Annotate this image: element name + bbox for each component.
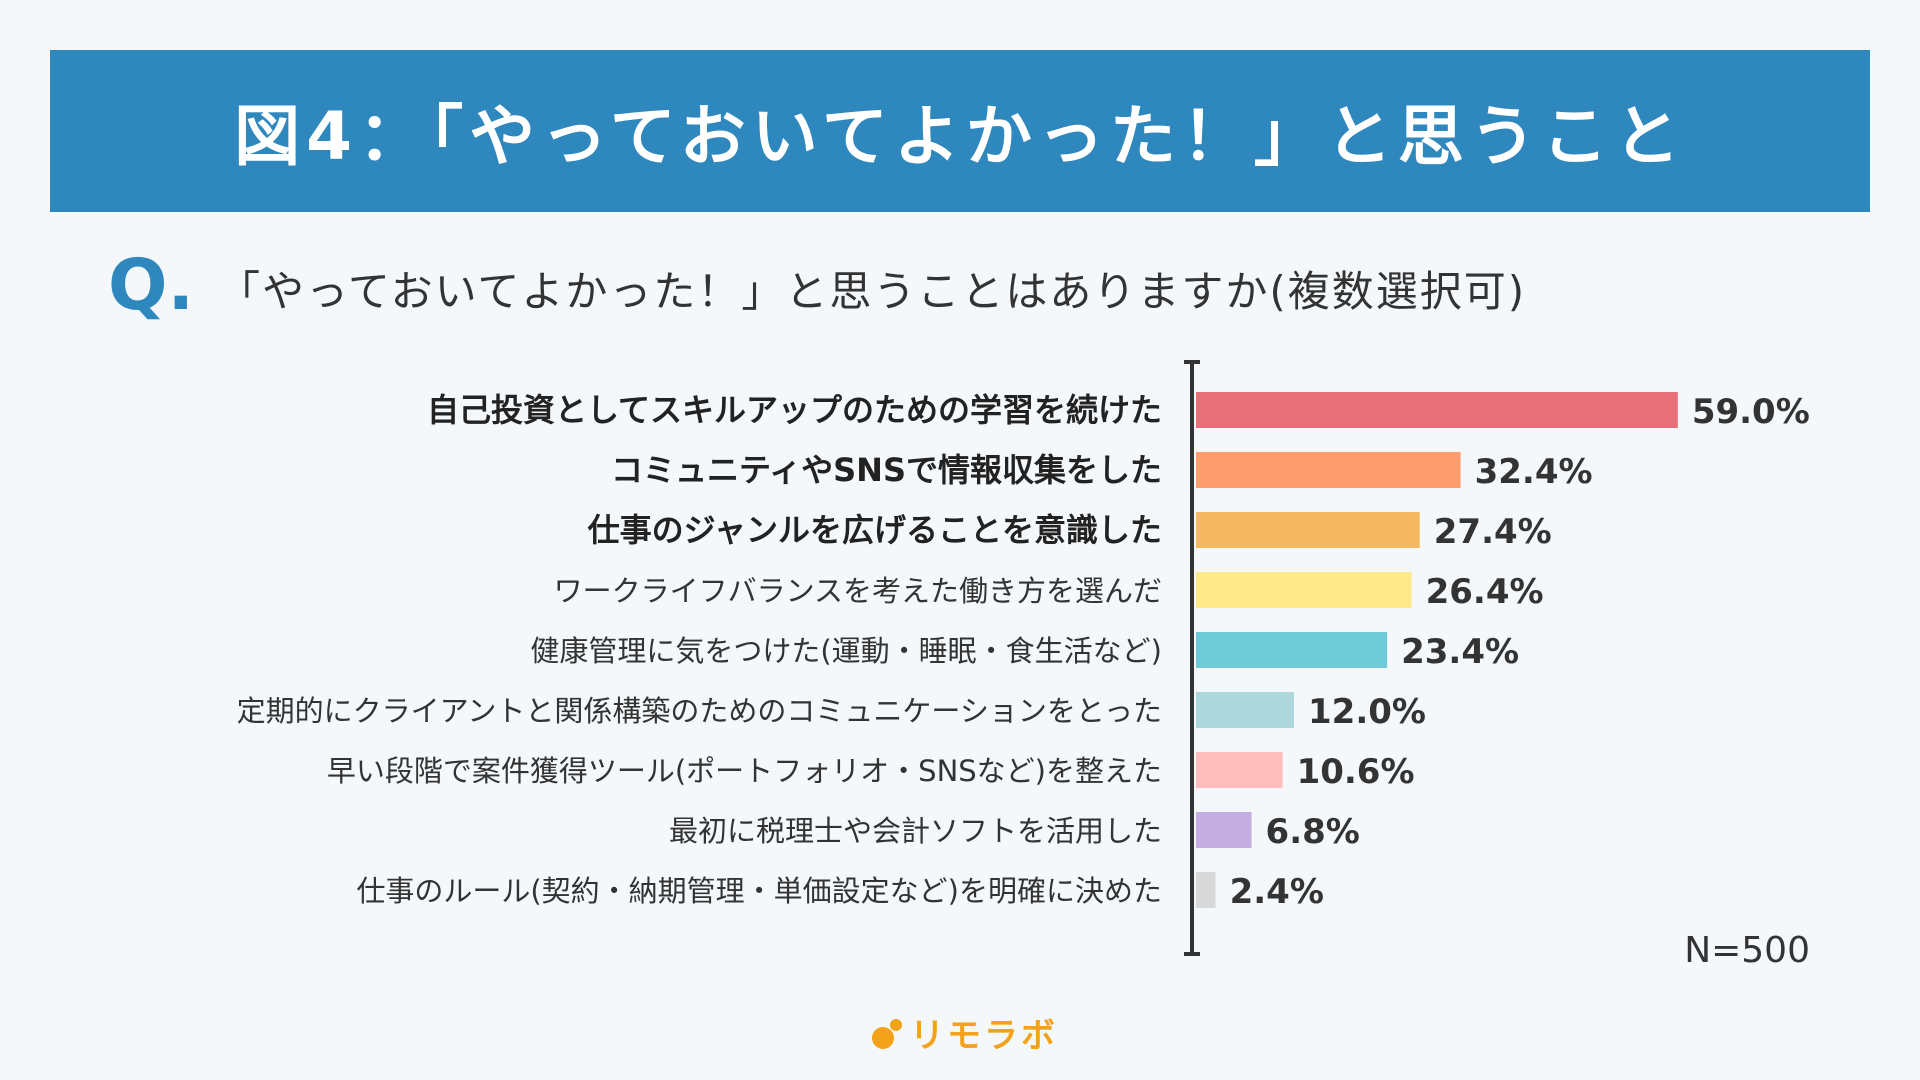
value-label: 10.6% (1297, 752, 1415, 792)
category-label: 最初に税理士や会計ソフトを活用した (669, 814, 1162, 848)
question-mark-icon: Q. (108, 244, 195, 326)
bar (1196, 392, 1678, 428)
logo-dots-icon (872, 1017, 904, 1049)
bar (1196, 872, 1216, 908)
value-label: 2.4% (1230, 872, 1324, 912)
category-label: 健康管理に気をつけた(運動・睡眠・食生活など) (530, 634, 1162, 668)
logo-text: リモラボ (910, 1016, 1058, 1056)
bar (1196, 812, 1252, 848)
value-label: 6.8% (1266, 812, 1360, 852)
bar (1196, 512, 1420, 548)
bar (1196, 452, 1461, 488)
chart-title: 図4：「やっておいてよかった！」と思うこと (234, 98, 1686, 175)
logo: リモラボ (872, 1008, 1058, 1057)
category-label: 仕事のルール(契約・納期管理・単価設定など)を明確に決めた (356, 874, 1162, 908)
value-label: 23.4% (1401, 632, 1519, 672)
bar (1196, 752, 1283, 788)
category-label: コミュニティやSNSで情報収集をした (611, 451, 1162, 489)
value-label: 59.0% (1692, 392, 1810, 432)
category-label: 定期的にクライアントと関係構築のためのコミュニケーションをとった (237, 694, 1162, 728)
category-label: 早い段階で案件獲得ツール(ポートフォリオ・SNSなど)を整えた (327, 754, 1162, 788)
sample-size-note: N=500 (1684, 930, 1810, 971)
category-label: ワークライフバランスを考えた働き方を選んだ (554, 574, 1162, 608)
value-label: 26.4% (1426, 572, 1544, 612)
category-label: 仕事のジャンルを広げることを意識した (588, 511, 1162, 549)
value-label: 27.4% (1434, 512, 1552, 552)
bar (1196, 632, 1388, 668)
category-label: 自己投資としてスキルアップのための学習を続けた (427, 391, 1162, 429)
value-label: 32.4% (1475, 452, 1593, 492)
bar (1196, 572, 1412, 608)
value-label: 12.0% (1308, 692, 1426, 732)
bar (1196, 692, 1294, 728)
title-banner: 図4：「やっておいてよかった！」と思うこと (50, 50, 1870, 212)
question-text: 「やっておいてよかった！」と思うことはありますか(複数選択可) (218, 267, 1527, 316)
